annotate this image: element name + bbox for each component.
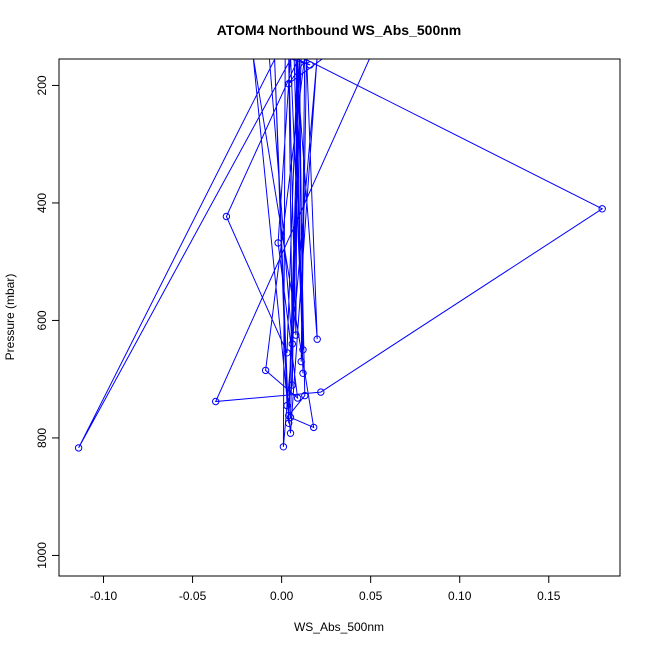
x-tick-label: 0.00 xyxy=(270,589,294,603)
data-point xyxy=(299,346,307,354)
data-point xyxy=(288,381,296,389)
plot-frame xyxy=(58,58,621,577)
series-layer xyxy=(78,59,604,449)
x-tick-label: 0.10 xyxy=(448,589,472,603)
data-point xyxy=(292,331,300,339)
data-point xyxy=(212,397,220,406)
data-point xyxy=(285,80,293,88)
data-point xyxy=(286,413,295,422)
x-axis: -0.10 -0.05 0.00 0.05 0.10 0.15 xyxy=(90,576,561,603)
data-point xyxy=(283,349,291,357)
y-axis: 200 400 600 800 1000 xyxy=(35,75,59,569)
x-tick-label: -0.05 xyxy=(179,589,207,603)
data-point xyxy=(299,369,307,377)
data-point xyxy=(301,391,309,400)
y-tick-label: 200 xyxy=(35,75,49,95)
y-axis-label: Pressure (mbar) xyxy=(3,274,17,361)
data-point xyxy=(261,366,270,375)
y-tick-label: 400 xyxy=(35,193,49,213)
x-axis-label: WS_Abs_500nm xyxy=(294,620,384,634)
data-point xyxy=(306,61,314,69)
data-point xyxy=(279,443,288,451)
x-tick-label: -0.10 xyxy=(90,589,118,603)
data-point xyxy=(283,401,291,410)
data-point xyxy=(74,444,83,452)
x-tick-label: 0.15 xyxy=(537,589,561,603)
data-point xyxy=(310,423,318,432)
data-point xyxy=(222,212,231,221)
y-tick-label: 600 xyxy=(35,310,49,330)
x-tick-label: 0.05 xyxy=(359,589,383,603)
y-tick-label: 800 xyxy=(35,428,49,448)
data-point xyxy=(274,239,282,247)
data-point xyxy=(317,388,325,396)
data-point xyxy=(313,335,321,343)
chart-title: ATOM4 Northbound WS_Abs_500nm xyxy=(217,22,462,38)
y-tick-label: 1000 xyxy=(35,542,49,569)
data-point xyxy=(286,429,295,437)
data-point xyxy=(598,205,606,213)
series-line xyxy=(78,59,604,449)
data-point xyxy=(288,340,296,348)
data-point xyxy=(285,411,293,420)
points-layer xyxy=(74,61,606,452)
data-point xyxy=(293,394,302,402)
data-point xyxy=(297,357,305,366)
